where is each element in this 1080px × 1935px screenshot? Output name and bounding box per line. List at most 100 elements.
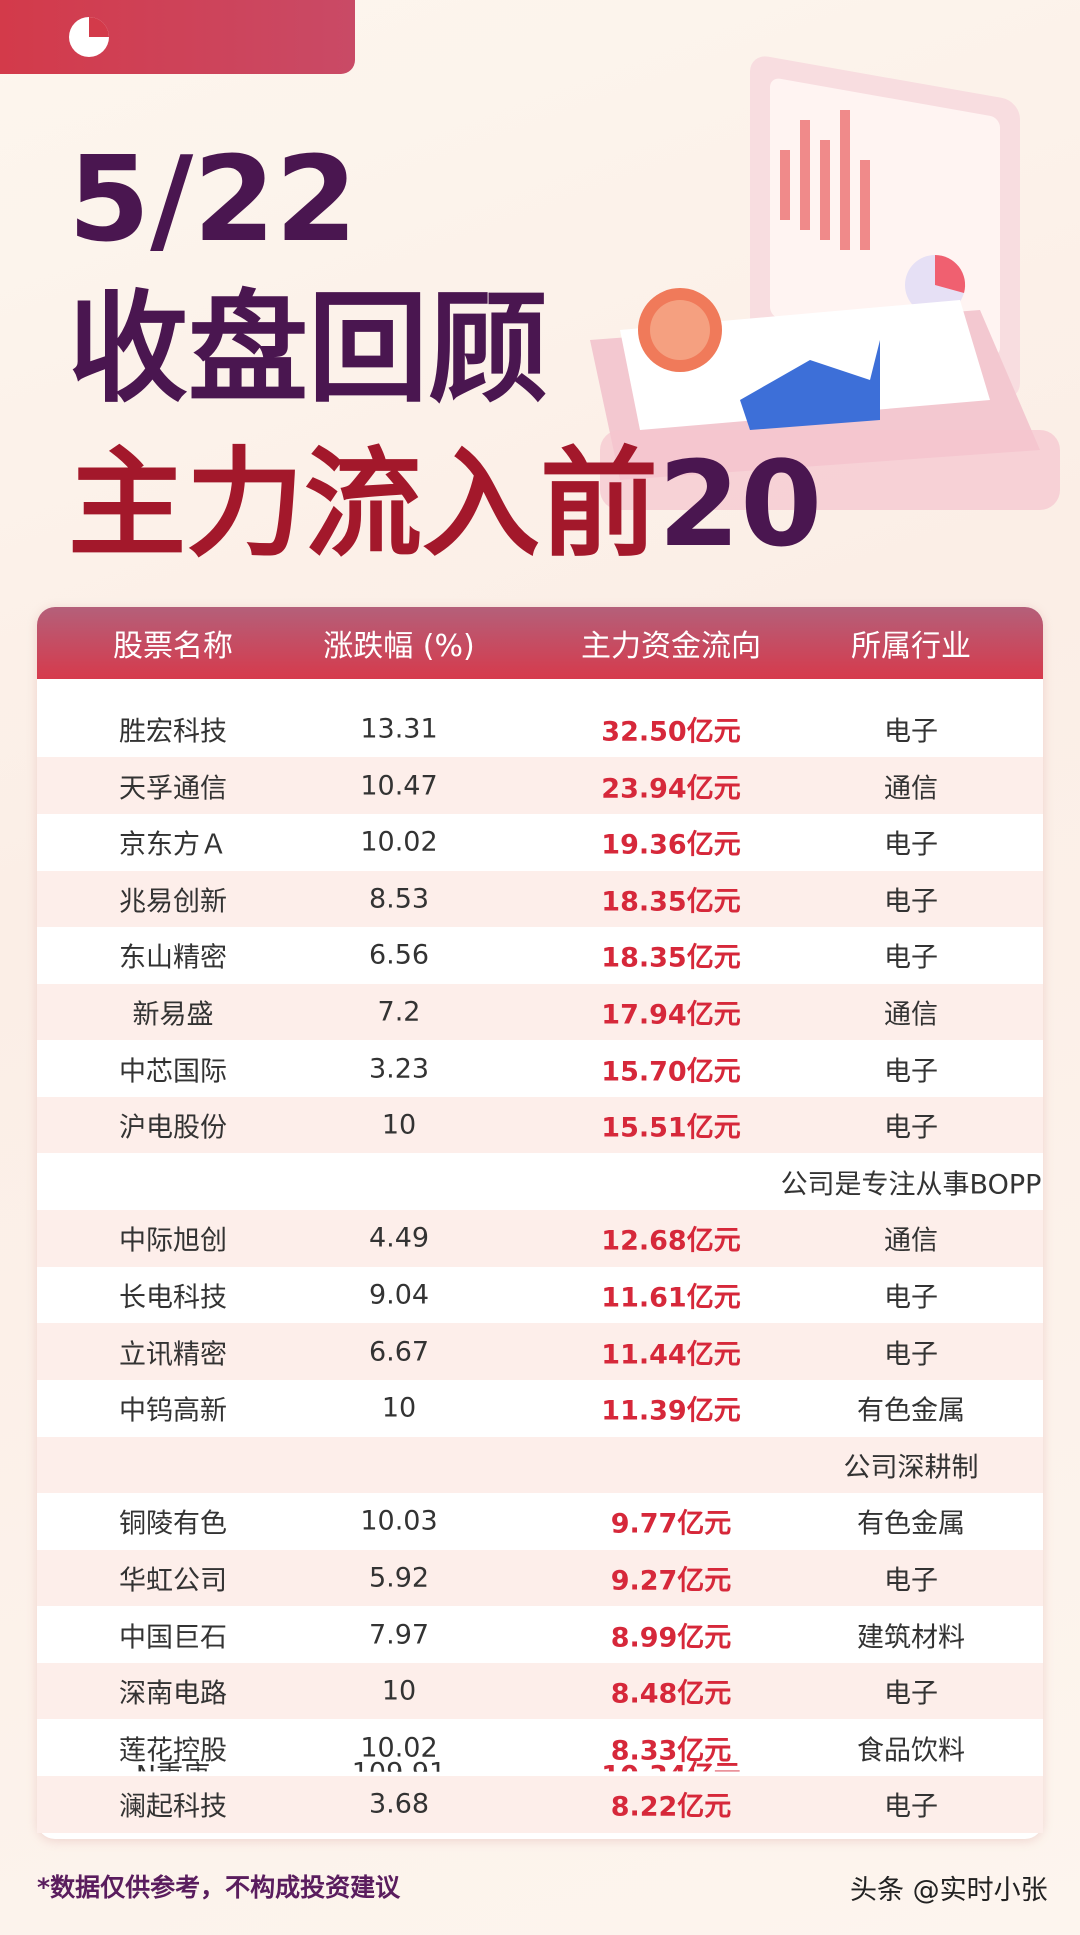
row-stripe (37, 1662, 1043, 1720)
change-pct: 10.02 (360, 826, 438, 858)
industry: 通信 (884, 773, 938, 805)
stock-name: 京东方Ａ (119, 829, 227, 861)
main-flow: 23.94亿元 (601, 773, 741, 805)
row-stripe (37, 983, 1043, 1041)
subtitle: 主力流入前20 (68, 445, 822, 563)
hidden-row-cell: 109.91 (351, 1757, 447, 1789)
industry: 电子 (884, 716, 938, 748)
change-pct: 8.53 (368, 883, 430, 915)
change-pct: 5.92 (368, 1562, 430, 1594)
industry: 电子 (884, 1791, 938, 1823)
date: 5/22 (68, 130, 358, 268)
main-flow: 15.70亿元 (601, 1056, 741, 1088)
row-stripe (37, 757, 1043, 814)
table-card: 股票名称 涨跌幅 (%) 主力资金流向 所属行业 胜宏科技 13.31 32.50亿元 电子天… (37, 607, 1043, 1839)
subtitle-b: 20 (658, 435, 823, 573)
stock-name: 澜起科技 (119, 1791, 227, 1823)
industry: 电子 (884, 1678, 938, 1710)
main-flow: 8.99亿元 (610, 1622, 732, 1654)
stock-name: 深南电路 (119, 1678, 227, 1710)
industry: 电子 (884, 942, 938, 974)
change-pct: 6.67 (368, 1336, 430, 1368)
change-pct: 10 (381, 1109, 417, 1141)
stock-name: 中国巨石 (119, 1622, 227, 1654)
industry: 有色金属 (857, 1395, 965, 1427)
main-flow: 15.51亿元 (601, 1112, 741, 1144)
column-header: 主力资金流向 (581, 629, 761, 664)
industry: 电子 (884, 886, 938, 918)
stock-name: 中芯国际 (119, 1056, 227, 1088)
row-stripe (37, 1210, 1043, 1267)
change-pct: 7.2 (377, 996, 421, 1028)
stock-name: 天孚通信 (119, 773, 227, 805)
stock-name: 新易盛 (132, 999, 214, 1031)
illustration (590, 56, 1060, 510)
industry: 电子 (884, 1112, 938, 1144)
hidden-row-cell: N重庚 (136, 1754, 210, 1772)
industry: 电子 (884, 829, 938, 861)
main-flow: 8.22亿元 (610, 1791, 732, 1823)
main-flow: 9.77亿元 (610, 1508, 732, 1540)
main-flow: 18.35亿元 (601, 886, 741, 918)
disclaimer: *数据仅供参考，不构成投资建议 (37, 1873, 401, 1902)
change-pct: 9.04 (368, 1279, 430, 1311)
row-stripe (37, 1096, 1043, 1154)
row-stripe (37, 1776, 1043, 1833)
main-flow: 8.33亿元 (610, 1735, 732, 1767)
change-pct: 10 (381, 1392, 417, 1424)
industry: 电子 (884, 1339, 938, 1371)
main-flow: 11.39亿元 (601, 1395, 741, 1427)
logo-icon (69, 17, 109, 57)
change-pct: 10 (381, 1675, 417, 1707)
row-stripe (37, 1436, 1043, 1494)
change-pct: 10.47 (360, 770, 438, 802)
change-pct: 13.31 (360, 713, 438, 745)
overflow-note: 公司是专注从事BOPP (780, 1169, 1042, 1201)
main-flow: 11.44亿元 (601, 1339, 741, 1371)
change-pct: 6.56 (368, 939, 430, 971)
title: 收盘回顾 (68, 280, 548, 419)
industry: 电子 (884, 1565, 938, 1597)
column-header: 涨跌幅 (%) (323, 629, 475, 664)
overflow-note: 公司深耕制 (843, 1452, 979, 1484)
stock-name: 立讯精密 (119, 1339, 227, 1371)
stock-name: 胜宏科技 (119, 716, 227, 748)
stock-name: 莲花控股 (119, 1735, 227, 1767)
change-pct: 4.49 (368, 1222, 430, 1254)
main-flow: 32.50亿元 (601, 716, 741, 748)
table-header (37, 607, 1043, 679)
row-stripe (37, 1549, 1043, 1607)
industry: 电子 (884, 1282, 938, 1314)
row-stripe (37, 1323, 1043, 1380)
industry: 电子 (884, 1056, 938, 1088)
main-flow: 9.27亿元 (610, 1565, 732, 1597)
change-pct: 3.23 (368, 1053, 430, 1085)
column-header: 股票名称 (113, 629, 233, 664)
subtitle-a: 主力流入前 (68, 435, 659, 573)
column-header: 所属行业 (851, 629, 971, 664)
industry: 建筑材料 (857, 1622, 965, 1654)
stock-name: 沪电股份 (119, 1112, 227, 1144)
main-flow: 19.36亿元 (601, 829, 741, 861)
main-flow: 11.61亿元 (601, 1282, 741, 1314)
industry: 有色金属 (857, 1508, 965, 1540)
industry: 食品饮料 (857, 1735, 965, 1767)
stock-name: 华虹公司 (119, 1565, 227, 1597)
row-stripe (37, 870, 1043, 928)
change-pct: 10.02 (360, 1732, 438, 1764)
main-flow: 17.94亿元 (601, 999, 741, 1031)
stock-name: 铜陵有色 (119, 1508, 227, 1540)
hidden-row-cell: 10.34亿元 (601, 1754, 740, 1772)
change-pct: 3.68 (368, 1788, 430, 1820)
main-flow: 18.35亿元 (601, 942, 741, 974)
main-flow: 12.68亿元 (601, 1225, 741, 1257)
main-flow: 8.48亿元 (610, 1678, 732, 1710)
change-pct: 7.97 (368, 1619, 430, 1651)
stock-name: 中际旭创 (119, 1225, 227, 1257)
industry: 通信 (884, 999, 938, 1031)
change-pct: 10.03 (360, 1505, 438, 1537)
industry: 通信 (884, 1225, 938, 1257)
watermark: 头条 @实时小张 (850, 1875, 1048, 1906)
logo-bar (0, 0, 355, 74)
